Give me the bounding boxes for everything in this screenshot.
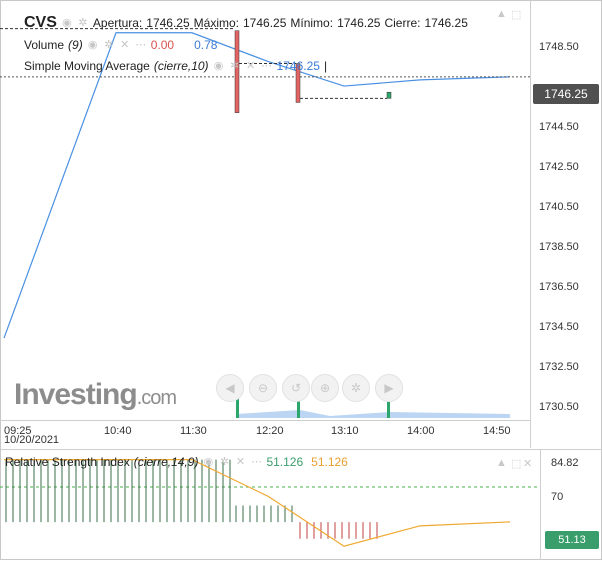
rsi-tick: 70 <box>551 491 564 503</box>
high-value: 1746.25 <box>243 16 287 30</box>
symbol-label: CVS <box>24 14 57 31</box>
expand-icon[interactable]: ⬚ <box>511 458 522 470</box>
y-tick: 1740.50 <box>539 201 579 213</box>
eye-icon[interactable]: ◉ <box>62 17 72 29</box>
y-tick: 1734.50 <box>539 321 579 333</box>
close-value: 1746.25 <box>424 16 468 30</box>
y-tick: 1744.50 <box>539 121 579 133</box>
close-icon[interactable]: ✕ <box>235 456 246 468</box>
sma-suffix: | <box>323 59 328 73</box>
y-tick: 1732.50 <box>539 361 579 373</box>
current-price-tag: 1746.25 <box>533 84 599 104</box>
volume-legend: Volume (9) ◉ ✲ ✕ ⋯ 0.00 0.78 <box>24 38 217 52</box>
price-chart-area[interactable] <box>0 0 530 420</box>
price-chart-svg <box>0 28 530 418</box>
sma-value: 1746.25 <box>276 59 320 73</box>
volume-bar <box>236 398 239 418</box>
x-tick: 12:20 <box>256 425 284 437</box>
close-icon[interactable]: ✕ <box>245 60 256 72</box>
scroll-right-button[interactable]: ▶ <box>375 374 403 402</box>
sma-line <box>3 32 511 339</box>
arrow-up-icon[interactable]: ▲ <box>496 457 507 469</box>
rsi-value-green: 51.126 <box>266 455 304 469</box>
time-axis[interactable]: 09:25 10:40 11:30 12:20 13:10 14:00 14:5… <box>0 420 530 448</box>
eye-icon[interactable]: ◉ <box>87 39 98 51</box>
volume-value-red: 0.00 <box>150 38 175 52</box>
settings-icon[interactable]: ✲ <box>229 60 240 72</box>
rsi-label: Relative Strength Index <box>5 455 130 469</box>
x-tick: 14:00 <box>407 425 435 437</box>
reset-button[interactable]: ↺ <box>282 374 310 402</box>
rsi-pane[interactable] <box>0 449 602 560</box>
sma-param: (cierre,10) <box>153 59 209 73</box>
more-icon[interactable]: ⋯ <box>135 39 147 51</box>
high-label: Máximo: <box>193 16 239 30</box>
close-icon[interactable]: ✕ <box>523 458 533 470</box>
sma-label: Simple Moving Average <box>24 59 150 73</box>
rsi-param: (cierre,14,9) <box>133 455 199 469</box>
rsi-chart-svg <box>0 459 540 547</box>
open-value: 1746.25 <box>146 16 190 30</box>
y-tick: 1748.50 <box>539 41 579 53</box>
more-icon[interactable]: ⋯ <box>261 60 273 72</box>
rsi-line <box>4 459 511 547</box>
x-tick: 13:10 <box>331 425 359 437</box>
watermark-suffix: .com <box>136 387 177 409</box>
expand-icon[interactable]: ⬚ <box>511 9 522 21</box>
volume-value-blue: 0.78 <box>194 38 218 52</box>
low-label: Mínimo: <box>290 16 334 30</box>
price-axis[interactable]: 1748.50 1744.50 1742.50 1740.50 1738.50 … <box>530 0 602 448</box>
low-value: 1746.25 <box>337 16 381 30</box>
sma-legend: Simple Moving Average (cierre,10) ◉ ✲ ✕ … <box>24 59 327 73</box>
open-label: Apertura: <box>92 16 143 30</box>
settings-icon[interactable]: ✲ <box>219 456 230 468</box>
eye-icon[interactable]: ◉ <box>213 60 224 72</box>
settings-button[interactable]: ✲ <box>342 374 370 402</box>
rsi-legend: Relative Strength Index (cierre,14,9) ◉ … <box>5 455 348 469</box>
rsi-value-orange: 51.126 <box>311 455 348 469</box>
x-tick: 10:40 <box>104 425 132 437</box>
x-tick: 14:50 <box>483 425 511 437</box>
rsi-axis[interactable]: 84.82 70 <box>540 449 602 560</box>
date-label: 10/20/2021 <box>4 434 60 446</box>
watermark-text: Investing <box>14 378 138 411</box>
x-tick: 09:25 <box>4 425 32 437</box>
close-label: Cierre: <box>384 16 421 30</box>
zoom-in-button[interactable]: ⊕ <box>311 374 339 402</box>
volume-param: (9) <box>68 38 83 52</box>
y-tick: 1736.50 <box>539 281 579 293</box>
x-tick: 11:30 <box>180 425 207 437</box>
watermark-logo: Investing.com <box>14 378 177 412</box>
scroll-left-button[interactable]: ◀ <box>216 374 244 402</box>
candle-down <box>295 63 301 103</box>
y-tick: 1730.50 <box>539 401 579 413</box>
settings-icon[interactable]: ✲ <box>104 39 114 51</box>
volume-label: Volume <box>24 38 65 52</box>
candle-up <box>386 91 392 99</box>
volume-bar <box>387 402 390 418</box>
ohlc-legend: CVS ◉ ✲ Apertura: 1746.25 Máximo: 1746.2… <box>24 14 468 32</box>
rsi-value-tag: 51.13 <box>545 531 599 549</box>
candle-down <box>234 30 240 113</box>
y-tick: 1742.50 <box>539 161 579 173</box>
close-icon[interactable]: ✕ <box>120 39 130 51</box>
rsi-tick: 84.82 <box>551 457 579 469</box>
volume-area <box>236 410 510 418</box>
arrow-up-icon[interactable]: ▲ <box>496 8 507 20</box>
eye-icon[interactable]: ◉ <box>203 456 214 468</box>
more-icon[interactable]: ⋯ <box>250 456 262 468</box>
settings-icon[interactable]: ✲ <box>78 17 88 29</box>
zoom-out-button[interactable]: ⊖ <box>249 374 277 402</box>
y-tick: 1738.50 <box>539 241 579 253</box>
